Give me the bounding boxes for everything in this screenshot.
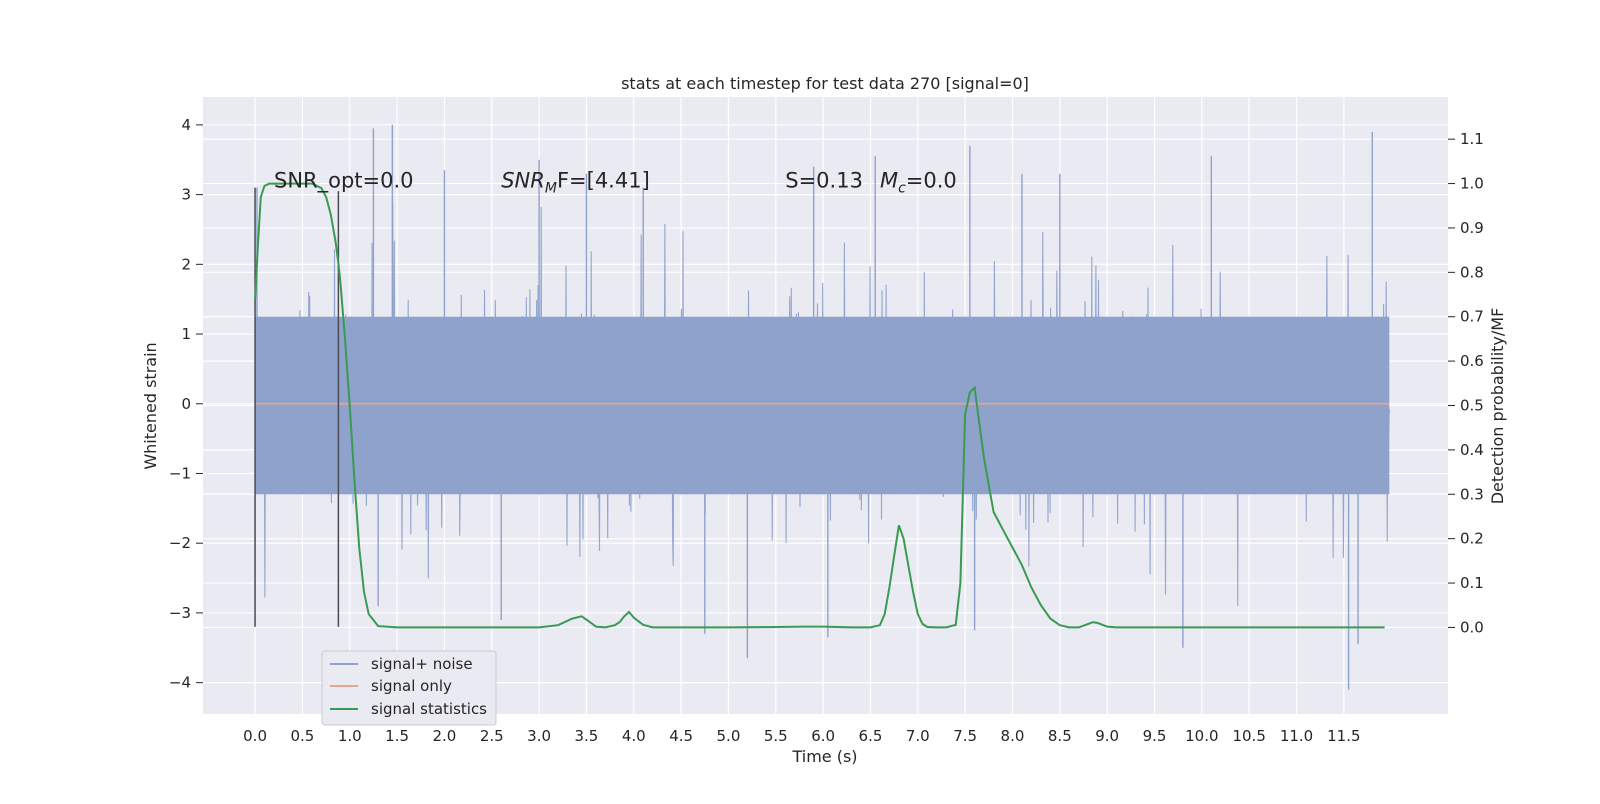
x-tick-label: 5.0 <box>717 727 741 745</box>
x-tick-label: 4.5 <box>669 727 693 745</box>
y-tick-label: 4 <box>181 116 191 134</box>
y2-tick-label: 0.5 <box>1460 397 1484 415</box>
y2-tick-label: 0.3 <box>1460 485 1484 503</box>
x-tick-label: 4.0 <box>622 727 646 745</box>
signal-noise-series <box>254 124 1390 690</box>
y2-tick-label: 0.1 <box>1460 574 1484 592</box>
x-tick-label: 10.0 <box>1185 727 1218 745</box>
x-tick-label: 3.5 <box>575 727 599 745</box>
x-tick-label: 11.5 <box>1327 727 1360 745</box>
axes: 0.0 0.5 1.0 1.5 2.0 2.5 3.0 3.5 4.0 4.5 5.0 5.5 6.0 6… <box>169 116 1484 745</box>
signal-statistics-series <box>254 182 1385 629</box>
x-tick-label: 8.0 <box>1001 727 1025 745</box>
x-tick-label: 9.0 <box>1095 727 1119 745</box>
legend-label-signal-noise: signal+ noise <box>371 655 473 673</box>
x-tick-label: 1.0 <box>338 727 362 745</box>
y2-tick-label: 1.0 <box>1460 175 1484 193</box>
signal-statistics-line <box>254 182 1385 629</box>
y2-tick-label: 0.8 <box>1460 263 1484 281</box>
x-tick-label: 7.0 <box>906 727 930 745</box>
legend-label-signal-statistics: signal statistics <box>371 700 487 718</box>
y2-axis-label: Detection probability/MF <box>1488 308 1507 505</box>
legend: signal+ noise signal only signal statist… <box>321 650 497 726</box>
x-tick-label: 7.5 <box>953 727 977 745</box>
y2-tick-label: 1.1 <box>1460 130 1484 148</box>
x-tick-label: 1.5 <box>385 727 409 745</box>
legend-label-signal-only: signal only <box>371 677 452 695</box>
y2-tick-label: 0.0 <box>1460 618 1484 636</box>
y-tick-label: 2 <box>181 255 191 273</box>
annotation-text: SNRMF=[4.41] <box>501 169 650 197</box>
y-tick-label: −2 <box>169 534 191 552</box>
y-tick-label: 1 <box>181 325 191 343</box>
x-tick-label: 0.0 <box>243 727 267 745</box>
y2-tick-label: 0.6 <box>1460 352 1484 370</box>
signal-noise-core <box>255 316 1390 495</box>
x-tick-label: 5.5 <box>764 727 788 745</box>
x-tick-label: 9.5 <box>1143 727 1167 745</box>
annotation-text: Mc=0.0 <box>880 169 957 197</box>
x-tick-label: 6.0 <box>811 727 835 745</box>
x-tick-label: 6.5 <box>859 727 883 745</box>
annotation-text: SNR_opt=0.0 <box>274 169 414 194</box>
y-tick-label: −1 <box>169 464 191 482</box>
x-tick-label: 2.5 <box>480 727 504 745</box>
x-tick-label: 3.0 <box>527 727 551 745</box>
y2-tick-label: 0.9 <box>1460 219 1484 237</box>
x-axis-label: Time (s) <box>791 747 857 766</box>
x-tick-label: 0.5 <box>290 727 314 745</box>
legend-box <box>321 650 497 726</box>
annotations: SNR_opt=0.0 SNRMF=[4.41] S=0.13 Mc=0.0 <box>274 169 957 197</box>
y2-tick-label: 0.2 <box>1460 530 1484 548</box>
y2-tick-label: 0.4 <box>1460 441 1484 459</box>
y-tick-label: −4 <box>169 674 191 692</box>
y-tick-label: 3 <box>181 186 191 204</box>
y-axis-label: Whitened strain <box>141 342 160 469</box>
x-tick-label: 11.0 <box>1280 727 1313 745</box>
chart-title: stats at each timestep for test data 270… <box>621 74 1029 93</box>
x-tick-label: 2.0 <box>432 727 456 745</box>
y2-tick-label: 0.7 <box>1460 308 1484 326</box>
x-tick-label: 10.5 <box>1232 727 1265 745</box>
y-tick-label: 0 <box>181 395 191 413</box>
x-tick-label: 8.5 <box>1048 727 1072 745</box>
annotation-text: S=0.13 <box>785 169 863 193</box>
y-tick-label: −3 <box>169 604 191 622</box>
